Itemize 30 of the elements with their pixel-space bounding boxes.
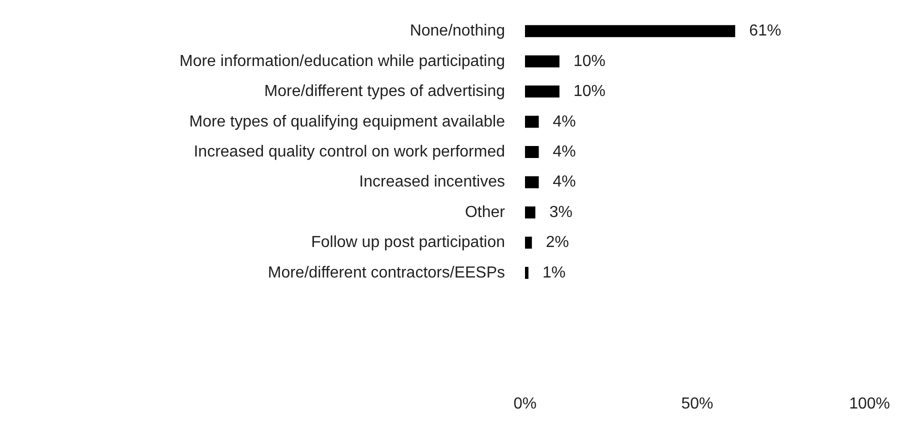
bar xyxy=(525,55,560,68)
y-tick-label: None/nothing xyxy=(410,22,505,40)
y-tick-label: More/different types of advertising xyxy=(264,83,505,100)
x-tick-label: 100% xyxy=(849,396,890,412)
data-label: 4% xyxy=(552,144,576,160)
data-label: 10% xyxy=(573,52,606,70)
bar xyxy=(525,25,736,38)
data-label: 2% xyxy=(546,234,570,252)
data-label: 3% xyxy=(549,204,572,221)
bar xyxy=(525,236,532,249)
bar xyxy=(525,206,536,218)
data-label: 10% xyxy=(573,83,606,100)
y-tick-label: More/different contractors/EESPs xyxy=(268,264,505,282)
y-tick-label: Increased incentives xyxy=(359,174,505,191)
x-tick-label: 0% xyxy=(513,396,537,412)
y-tick-label: More types of qualifying equipment available xyxy=(189,113,506,130)
y-tick-label: Other xyxy=(464,204,506,221)
x-tick-label: 50% xyxy=(681,396,714,412)
bar xyxy=(525,116,539,128)
data-label: 61% xyxy=(749,22,782,40)
bar xyxy=(525,266,528,279)
y-tick-label: More information/education while participating xyxy=(179,52,505,70)
data-label: 4% xyxy=(552,113,576,130)
y-tick-label: Increased quality control on work performed xyxy=(194,144,505,160)
y-tick-label: Follow up post participation xyxy=(311,234,505,252)
data-label: 1% xyxy=(542,264,566,282)
data-label: 4% xyxy=(552,174,576,191)
bar xyxy=(525,86,560,98)
bar xyxy=(525,146,539,158)
bar xyxy=(525,176,539,188)
